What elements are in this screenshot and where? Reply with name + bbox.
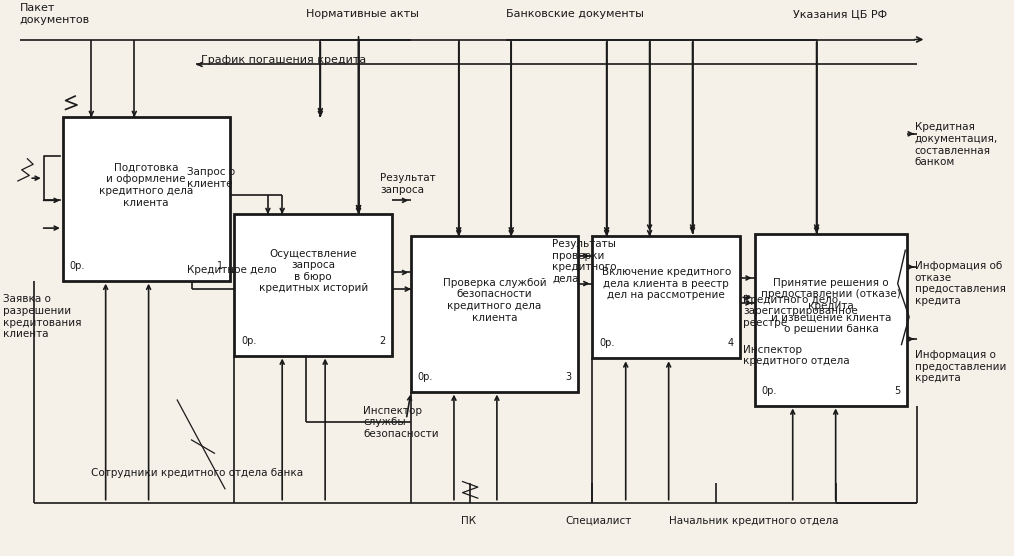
- Text: Инспектор
кредитного отдела: Инспектор кредитного отдела: [743, 345, 850, 366]
- Bar: [63, 117, 230, 281]
- Text: Специалист: Специалист: [566, 516, 632, 526]
- Text: 0р.: 0р.: [241, 336, 257, 346]
- Text: 0р.: 0р.: [599, 339, 614, 349]
- Text: Включение кредитного
дела клиента в реестр
дел на рассмотрение: Включение кредитного дела клиента в реес…: [601, 267, 731, 300]
- Bar: [411, 236, 578, 391]
- Text: Начальник кредитного отдела: Начальник кредитного отдела: [668, 516, 839, 526]
- Text: Осуществление
запроса
в бюро
кредитных историй: Осуществление запроса в бюро кредитных и…: [259, 249, 368, 294]
- Text: 5: 5: [894, 385, 900, 395]
- Text: 2: 2: [379, 336, 385, 346]
- Text: Информация о
предоставлении
кредита: Информация о предоставлении кредита: [915, 350, 1006, 383]
- Text: Инспектор
службы
безопасности: Инспектор службы безопасности: [363, 405, 439, 439]
- Text: Принятие решения о
предоставлении (отказе)
кредита
и извещение клиента
о решении: Принятие решения о предоставлении (отказ…: [762, 277, 900, 334]
- Text: Информация об
отказе
предоставления
кредита: Информация об отказе предоставления кред…: [915, 261, 1006, 306]
- Text: Сотрудники кредитного отдела банка: Сотрудники кредитного отдела банка: [91, 468, 303, 478]
- Text: График погашения кредита: График погашения кредита: [201, 55, 366, 65]
- Text: Запрос о
клиенте: Запрос о клиенте: [187, 167, 235, 189]
- Text: Кредитного дело,
зарегистрированное
реестре: Кредитного дело, зарегистрированное реес…: [743, 295, 858, 328]
- Text: Заявка о
разрешении
кредитования
клиента: Заявка о разрешении кредитования клиента: [3, 295, 81, 339]
- Text: 0р.: 0р.: [69, 261, 85, 271]
- Text: Подготовка
и оформление
кредитного дела
клиента: Подготовка и оформление кредитного дела …: [99, 163, 194, 207]
- Text: 1: 1: [217, 261, 223, 271]
- Text: 3: 3: [565, 372, 571, 382]
- Text: Нормативные акты: Нормативные акты: [306, 9, 419, 19]
- Text: Результаты
проверки
кредитного
дела: Результаты проверки кредитного дела: [553, 239, 617, 284]
- Bar: [592, 236, 740, 359]
- Bar: [754, 234, 908, 405]
- Text: 0р.: 0р.: [418, 372, 433, 382]
- Text: Кредитное дело: Кредитное дело: [187, 265, 277, 275]
- Text: Пакет
документов: Пакет документов: [20, 3, 90, 25]
- Text: Проверка службой
безопасности
кредитного дела
клиента: Проверка службой безопасности кредитного…: [443, 278, 547, 322]
- Text: ПК: ПК: [460, 516, 476, 526]
- Text: Кредитная
документация,
составленная
банком: Кредитная документация, составленная бан…: [915, 122, 998, 167]
- Text: Банковские документы: Банковские документы: [506, 9, 644, 19]
- Bar: [234, 214, 392, 356]
- Text: Указания ЦБ РФ: Указания ЦБ РФ: [793, 9, 887, 19]
- Text: 4: 4: [727, 339, 733, 349]
- Text: 0р.: 0р.: [762, 385, 777, 395]
- Text: Результат
запроса: Результат запроса: [380, 173, 436, 195]
